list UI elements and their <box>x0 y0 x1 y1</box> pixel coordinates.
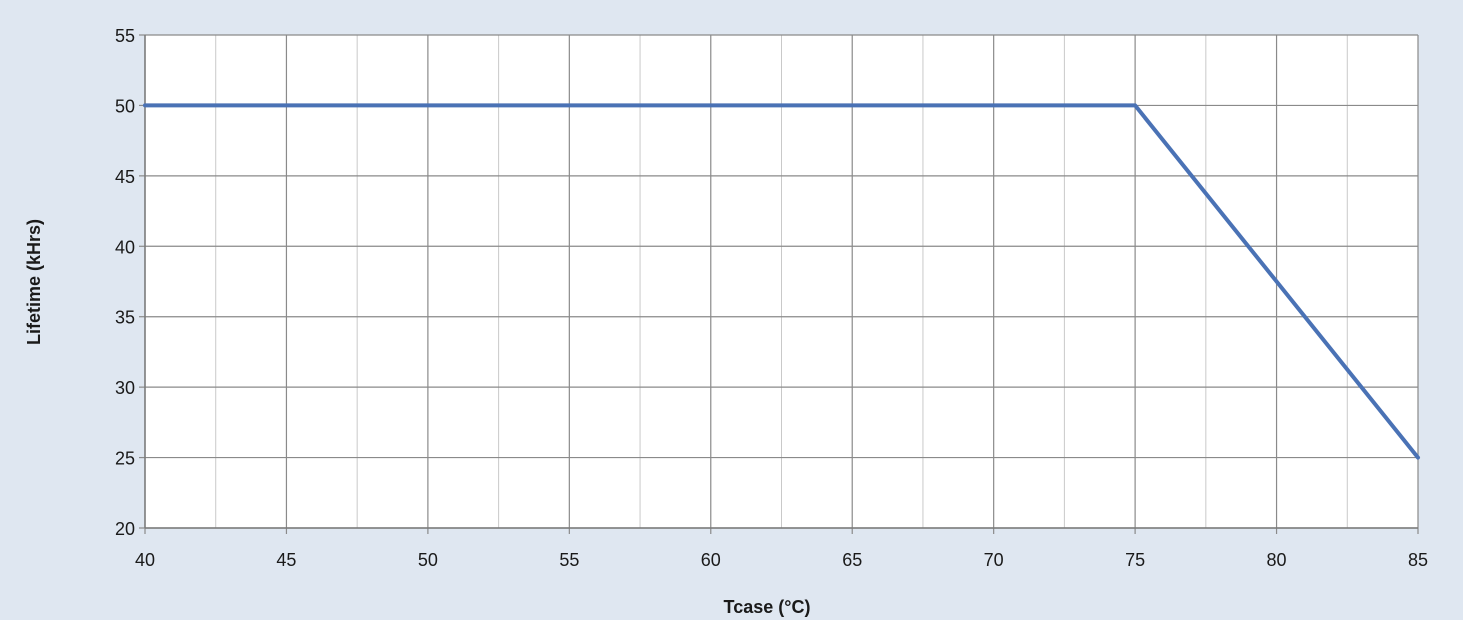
x-tick-label: 75 <box>1125 550 1145 570</box>
x-tick-label: 40 <box>135 550 155 570</box>
x-axis-title: Tcase (°C) <box>724 597 811 617</box>
series-line <box>143 103 1420 460</box>
y-tick-label: 40 <box>115 237 135 257</box>
minor-grid <box>215 35 1348 528</box>
x-tick-labels: 40 45 50 55 60 65 70 75 80 85 <box>135 550 1428 570</box>
y-tick-label: 50 <box>115 96 135 116</box>
y-tick-labels: 20 25 30 35 40 45 50 55 <box>115 26 135 539</box>
x-tick-label: 45 <box>276 550 296 570</box>
x-tick-label: 65 <box>842 550 862 570</box>
x-tick-label: 50 <box>418 550 438 570</box>
x-tick-label: 80 <box>1267 550 1287 570</box>
y-tick-label: 45 <box>115 167 135 187</box>
x-tick-label: 85 <box>1408 550 1428 570</box>
y-tick-label: 55 <box>115 26 135 46</box>
x-tick-label: 55 <box>559 550 579 570</box>
x-tick-label: 60 <box>701 550 721 570</box>
y-tick-label: 35 <box>115 308 135 328</box>
x-tick-label: 70 <box>984 550 1004 570</box>
y-tick-label: 25 <box>115 449 135 469</box>
y-axis-title: Lifetime (kHrs) <box>24 219 44 345</box>
y-tick-label: 30 <box>115 378 135 398</box>
series-layer <box>143 103 1420 460</box>
y-tick-label: 20 <box>115 519 135 539</box>
